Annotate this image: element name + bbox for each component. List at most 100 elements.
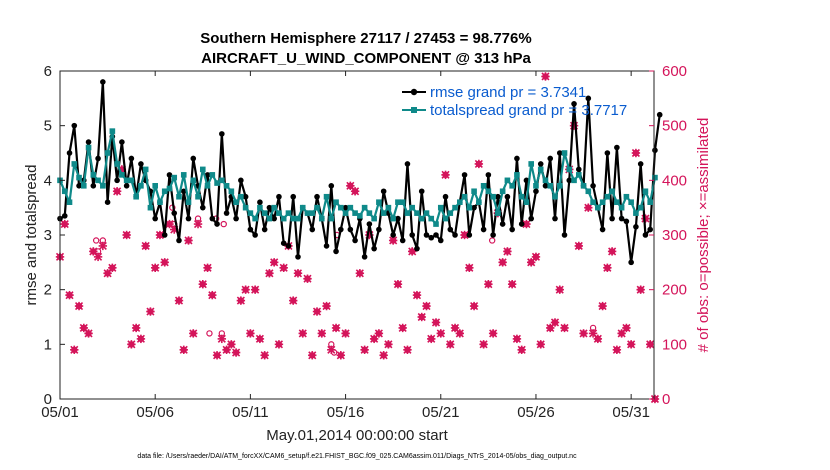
rmse-point xyxy=(642,232,649,238)
rmse-point xyxy=(238,177,244,184)
rmse-point xyxy=(528,215,535,222)
spread-point xyxy=(409,204,416,211)
rmse-point xyxy=(276,193,282,200)
spread-point xyxy=(395,199,401,205)
rmse-point xyxy=(247,226,254,233)
spread-point xyxy=(571,177,577,184)
obs-possible-point xyxy=(330,349,338,356)
obs-assimilated-point xyxy=(465,263,474,272)
spread-point xyxy=(347,204,354,211)
rmse-point xyxy=(628,259,634,266)
rmse-point xyxy=(66,150,73,156)
obs-assimilated-point xyxy=(388,236,398,245)
rmse-point xyxy=(585,95,592,102)
rmse-point xyxy=(114,177,120,184)
obs-assimilated-point xyxy=(279,263,288,272)
y-axis-label-left: rmse and totalspread xyxy=(23,165,40,306)
obs-assimilated-point xyxy=(484,280,493,289)
spread-point xyxy=(628,199,634,205)
y-tick-label-left: 3 xyxy=(44,227,52,244)
rmse-point xyxy=(342,204,349,211)
obs-assimilated-point xyxy=(517,345,526,354)
rmse-point xyxy=(452,232,458,238)
spread-point xyxy=(176,193,182,200)
rmse-point xyxy=(233,215,239,222)
rmse-point xyxy=(647,226,653,233)
y-tick-label-left: 5 xyxy=(44,118,52,135)
spread-point xyxy=(552,193,558,200)
obs-assimilated-point xyxy=(208,290,217,300)
rmse-point xyxy=(509,226,515,233)
x-tick-label: 05/06 xyxy=(136,404,174,421)
obs-assimilated-point xyxy=(289,296,298,305)
rmse-point xyxy=(61,213,68,219)
rmse-point xyxy=(285,243,292,249)
spread-point xyxy=(280,215,287,222)
obs-assimilated-point xyxy=(227,340,236,349)
obs-assimilated-point xyxy=(350,187,360,196)
obs-assimilated-point xyxy=(617,329,626,338)
spread-point xyxy=(471,188,477,195)
spread-point xyxy=(171,174,178,181)
obs-assimilated-point xyxy=(127,340,136,349)
obs-assimilated-point xyxy=(498,258,507,267)
rmse-point xyxy=(537,161,544,167)
spread-point xyxy=(285,210,292,216)
spread-point xyxy=(109,128,116,134)
obs-assimilated-point xyxy=(408,247,417,256)
rmse-point xyxy=(466,232,473,238)
rmse-point xyxy=(604,150,611,156)
spread-point xyxy=(418,215,425,222)
obs-assimilated-point xyxy=(160,258,169,267)
rmse-point xyxy=(433,232,439,238)
spread-point xyxy=(599,199,606,205)
spread-point xyxy=(604,193,611,200)
spread-point xyxy=(518,193,525,200)
legend-rmse-marker xyxy=(410,88,418,96)
rmse-point xyxy=(252,232,258,238)
rmse-point xyxy=(166,172,173,178)
rmse-point xyxy=(656,111,663,118)
rmse-point xyxy=(104,199,111,205)
spread-point xyxy=(457,199,463,205)
spread-point xyxy=(642,188,649,195)
rmse-point xyxy=(575,166,582,173)
obs-assimilated-point xyxy=(298,329,307,338)
rmse-point xyxy=(590,183,596,189)
rmse-point xyxy=(404,161,411,167)
obs-assimilated-point xyxy=(269,258,279,267)
obs-assimilated-point xyxy=(436,329,445,338)
rmse-point xyxy=(618,215,625,222)
spread-point xyxy=(147,204,154,211)
rmse-point xyxy=(485,172,492,178)
x-tick-label: 05/31 xyxy=(612,404,650,421)
obs-assimilated-point xyxy=(574,241,583,251)
y-tick-label-left: 4 xyxy=(44,172,52,189)
spread-point xyxy=(104,150,111,156)
rmse-point xyxy=(352,237,358,244)
spread-point xyxy=(428,215,435,222)
obs-assimilated-point xyxy=(308,351,317,360)
y-tick-label-left: 6 xyxy=(44,63,52,80)
y-tick-label-right: 400 xyxy=(662,172,687,189)
rmse-point xyxy=(447,226,454,233)
obs-assimilated-point xyxy=(70,345,79,354)
spread-point xyxy=(537,166,544,173)
spread-point xyxy=(366,210,373,216)
spread-point xyxy=(266,215,273,222)
rmse-point xyxy=(409,232,416,238)
spread-point xyxy=(257,204,263,211)
x-tick-label: 05/26 xyxy=(517,404,555,421)
obs-assimilated-point xyxy=(255,334,265,344)
spread-point xyxy=(85,144,92,151)
spread-point xyxy=(204,183,211,189)
obs-assimilated-point xyxy=(417,312,426,322)
rmse-point xyxy=(652,147,658,154)
rmse-point xyxy=(290,193,297,200)
obs-assimilated-point xyxy=(250,285,260,294)
obs-assimilated-point xyxy=(198,280,207,289)
rmse-point xyxy=(499,221,506,227)
spread-point xyxy=(338,204,344,211)
spread-point xyxy=(357,213,363,219)
rmse-point xyxy=(152,215,158,222)
